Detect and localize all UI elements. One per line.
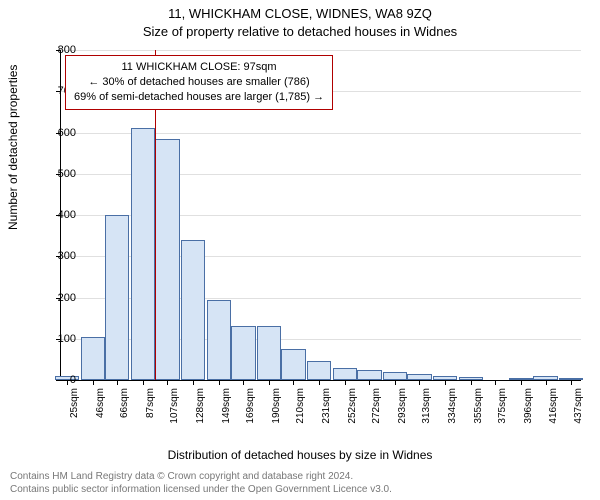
histogram-bar xyxy=(333,368,357,380)
x-tick-label: 25sqm xyxy=(69,388,80,418)
x-tick-label: 272sqm xyxy=(371,388,382,424)
histogram-bar xyxy=(307,361,331,380)
x-tick-label: 169sqm xyxy=(245,388,256,424)
x-tick-mark xyxy=(419,380,420,385)
x-tick-mark xyxy=(219,380,220,385)
histogram-bar xyxy=(281,349,305,380)
x-tick-mark xyxy=(193,380,194,385)
x-tick-mark xyxy=(471,380,472,385)
info-callout-box: 11 WHICKHAM CLOSE: 97sqm ← 30% of detach… xyxy=(65,55,333,110)
x-tick-mark xyxy=(143,380,144,385)
histogram-bar xyxy=(181,240,205,380)
histogram-bar xyxy=(383,372,407,380)
x-tick-label: 396sqm xyxy=(523,388,534,424)
x-tick-label: 334sqm xyxy=(447,388,458,424)
gridline-h xyxy=(61,50,581,51)
histogram-bar xyxy=(231,326,255,380)
info-line-1: 11 WHICKHAM CLOSE: 97sqm xyxy=(74,60,324,75)
histogram-bar xyxy=(357,370,381,380)
y-axis-label: Number of detached properties xyxy=(6,65,20,230)
chart-container: 11, WHICKHAM CLOSE, WIDNES, WA8 9ZQ Size… xyxy=(0,0,600,500)
x-tick-label: 210sqm xyxy=(295,388,306,424)
y-tick-label: 500 xyxy=(44,168,76,180)
histogram-bar xyxy=(105,215,129,380)
chart-title-line1: 11, WHICKHAM CLOSE, WIDNES, WA8 9ZQ xyxy=(0,6,600,21)
footer-line-1: Contains HM Land Registry data © Crown c… xyxy=(10,470,590,483)
footer-line-2: Contains public sector information licen… xyxy=(10,483,590,496)
x-tick-mark xyxy=(445,380,446,385)
y-tick-label: 400 xyxy=(44,209,76,221)
info-line-3: 69% of semi-detached houses are larger (… xyxy=(74,90,324,105)
x-tick-label: 66sqm xyxy=(119,388,130,418)
x-tick-label: 107sqm xyxy=(169,388,180,424)
x-tick-label: 231sqm xyxy=(321,388,332,424)
x-tick-mark xyxy=(269,380,270,385)
y-tick-label: 600 xyxy=(44,127,76,139)
x-tick-label: 190sqm xyxy=(271,388,282,424)
x-tick-label: 313sqm xyxy=(421,388,432,424)
y-tick-label: 0 xyxy=(44,374,76,386)
y-tick-label: 100 xyxy=(44,333,76,345)
histogram-bar xyxy=(257,326,281,380)
x-tick-mark xyxy=(521,380,522,385)
x-tick-mark xyxy=(93,380,94,385)
x-tick-label: 375sqm xyxy=(497,388,508,424)
x-tick-label: 252sqm xyxy=(347,388,358,424)
y-tick-label: 200 xyxy=(44,292,76,304)
histogram-bar xyxy=(207,300,231,380)
chart-title-line2: Size of property relative to detached ho… xyxy=(0,24,600,39)
x-tick-mark xyxy=(293,380,294,385)
x-tick-mark xyxy=(319,380,320,385)
footer-attribution: Contains HM Land Registry data © Crown c… xyxy=(10,470,590,496)
x-tick-label: 46sqm xyxy=(95,388,106,418)
histogram-bar xyxy=(155,139,179,380)
y-tick-label: 300 xyxy=(44,250,76,262)
x-tick-label: 128sqm xyxy=(195,388,206,424)
histogram-bar xyxy=(131,128,155,380)
x-tick-mark xyxy=(167,380,168,385)
info-line-2: ← 30% of detached houses are smaller (78… xyxy=(74,75,324,90)
x-tick-label: 416sqm xyxy=(548,388,559,424)
x-tick-label: 149sqm xyxy=(221,388,232,424)
x-tick-mark xyxy=(546,380,547,385)
x-tick-mark xyxy=(117,380,118,385)
histogram-bar xyxy=(81,337,105,380)
x-tick-mark xyxy=(571,380,572,385)
x-axis-label: Distribution of detached houses by size … xyxy=(0,448,600,462)
x-tick-mark xyxy=(395,380,396,385)
x-tick-label: 437sqm xyxy=(573,388,584,424)
x-tick-label: 87sqm xyxy=(145,388,156,418)
x-tick-label: 293sqm xyxy=(397,388,408,424)
x-tick-mark xyxy=(369,380,370,385)
x-tick-mark xyxy=(243,380,244,385)
x-tick-mark xyxy=(495,380,496,385)
x-tick-label: 355sqm xyxy=(473,388,484,424)
x-tick-mark xyxy=(345,380,346,385)
